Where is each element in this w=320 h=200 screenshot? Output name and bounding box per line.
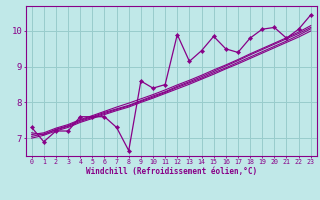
X-axis label: Windchill (Refroidissement éolien,°C): Windchill (Refroidissement éolien,°C) — [86, 167, 257, 176]
